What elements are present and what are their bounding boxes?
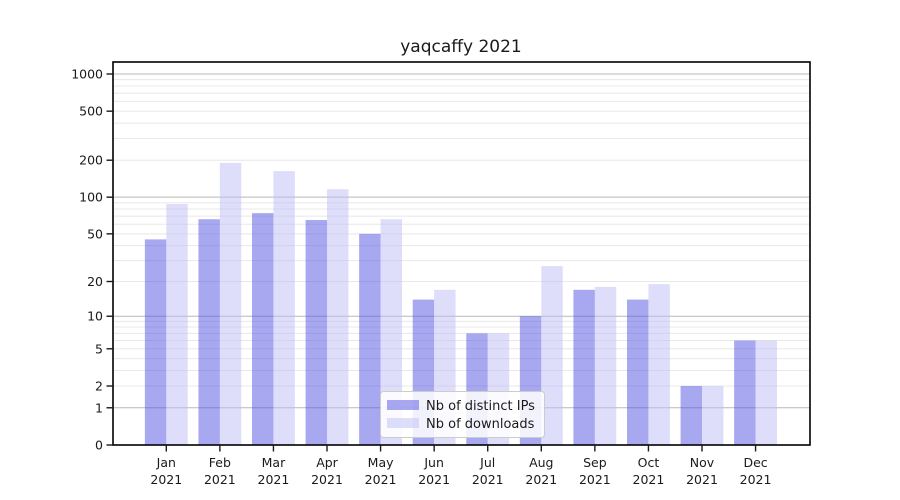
- bar: [273, 171, 295, 445]
- bar: [305, 220, 328, 445]
- x-axis: Jan 2021 Feb 2021 Mar 2021 Apr 2021 May 2021 Jun 20…: [150, 445, 771, 487]
- tick-label: 2021: [633, 472, 665, 487]
- tick-label: 2: [95, 379, 103, 394]
- legend: Nb of distinct IPs Nb of downloads: [380, 391, 545, 438]
- tick-label: 2021: [311, 472, 343, 487]
- tick-label: Jul: [479, 455, 495, 470]
- bar: [680, 386, 702, 445]
- tick-label: Oct: [638, 455, 660, 470]
- bar: [327, 189, 349, 445]
- tick-label: 1000: [71, 66, 103, 81]
- legend-label-distinct-ips: Nb of distinct IPs: [426, 399, 535, 414]
- tick-label: 50: [87, 226, 103, 241]
- bar: [648, 284, 670, 445]
- tick-label: Dec: [743, 455, 767, 470]
- tick-label: 200: [79, 153, 103, 168]
- bar: [573, 289, 595, 445]
- bar: [541, 266, 563, 445]
- legend-box: [380, 391, 545, 438]
- tick-label: 2021: [472, 472, 504, 487]
- tick-label: 1: [95, 400, 103, 415]
- legend-swatch-downloads: [387, 418, 419, 428]
- plot-border: [112, 61, 811, 446]
- tick-label: 0: [95, 438, 103, 453]
- bar: [144, 239, 167, 445]
- tick-label: 2021: [150, 472, 182, 487]
- chart-title: yaqcaffy 2021: [400, 37, 521, 57]
- tick-label: 10: [87, 309, 103, 324]
- tick-label: Mar: [262, 455, 286, 470]
- tick-label: Apr: [316, 455, 338, 470]
- bar: [380, 219, 403, 445]
- bar: [252, 213, 274, 445]
- tick-label: 2021: [258, 472, 290, 487]
- y-axis: 0 1 2 5 10 20 50 100 200 500 1000: [71, 66, 113, 453]
- tick-label: 2021: [204, 472, 236, 487]
- tick-label: 5: [95, 341, 103, 356]
- bar: [219, 162, 242, 445]
- tick-label: 2021: [418, 472, 450, 487]
- tick-label: 2021: [686, 472, 718, 487]
- tick-label: Jun: [423, 455, 444, 470]
- legend-label-downloads: Nb of downloads: [426, 417, 535, 432]
- bars-series-downloads: [166, 162, 777, 445]
- tick-label: Nov: [690, 455, 715, 470]
- bar: [594, 286, 617, 445]
- bar: [734, 340, 756, 445]
- tick-label: 100: [79, 190, 103, 205]
- tick-label: May: [368, 455, 394, 470]
- bar: [359, 233, 381, 445]
- tick-label: 2021: [740, 472, 772, 487]
- bar: [166, 203, 188, 445]
- tick-label: Feb: [209, 455, 231, 470]
- legend-swatch-distinct-ips: [387, 400, 419, 410]
- tick-label: 2021: [525, 472, 557, 487]
- tick-label: 2021: [365, 472, 397, 487]
- tick-label: 2021: [579, 472, 611, 487]
- tick-label: Aug: [529, 455, 553, 470]
- bar: [755, 340, 777, 445]
- bar: [702, 386, 724, 445]
- tick-label: Jan: [156, 455, 176, 470]
- tick-label: 20: [87, 274, 103, 289]
- tick-label: 500: [79, 104, 103, 119]
- bar: [627, 299, 649, 445]
- tick-label: Sep: [583, 455, 607, 470]
- bar: [198, 219, 220, 445]
